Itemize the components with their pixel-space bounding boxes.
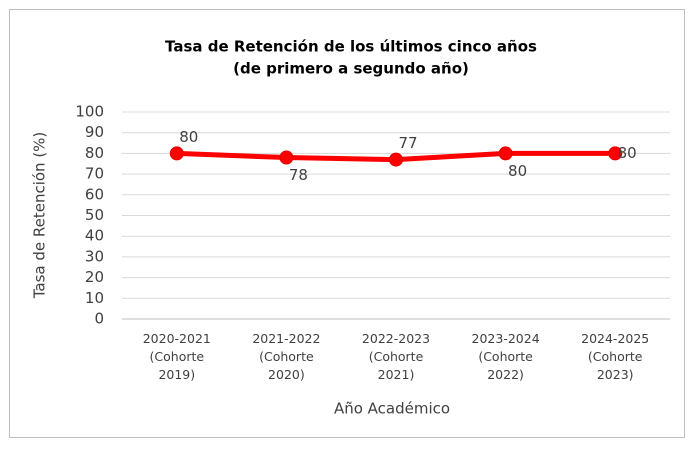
marker	[279, 150, 294, 165]
x-tick-label-line: (Cohorte	[478, 349, 533, 364]
chart-title: Tasa de Retención de los últimos cinco a…	[165, 38, 537, 56]
x-tick-label: 2021-2022 (Cohorte 2020)	[252, 331, 320, 382]
y-tick-label: 50	[85, 206, 104, 224]
y-tick-label: 20	[85, 268, 104, 286]
x-tick-label-line: 2019)	[158, 367, 195, 382]
chart-subtitle: (de primero a segundo año)	[233, 60, 469, 78]
x-tick-label-line: (Cohorte	[259, 349, 314, 364]
data-label: 80	[618, 144, 637, 162]
marker	[169, 146, 184, 161]
data-label: 80	[508, 162, 527, 180]
y-tick-label: 100	[75, 103, 104, 121]
x-tick-label-line: 2024-2025	[581, 331, 649, 346]
x-tick-label: 2023-2024 (Cohorte 2022)	[472, 331, 540, 382]
x-tick-label-line: 2023-2024	[472, 331, 540, 346]
x-tick-label: 2020-2021 (Cohorte 2019)	[143, 331, 211, 382]
x-tick-label-line: (Cohorte	[150, 349, 205, 364]
x-tick-label-line: 2021-2022	[252, 331, 320, 346]
marker	[608, 146, 623, 161]
x-tick-label-line: 2021)	[378, 367, 415, 382]
y-tick-label: 0	[94, 310, 104, 328]
y-tick-label: 90	[85, 123, 104, 141]
y-axis-label: Tasa de Retención (%)	[31, 132, 49, 300]
data-label: 80	[179, 128, 198, 146]
marker	[389, 152, 403, 167]
y-tick-label: 60	[85, 185, 104, 203]
y-tick-label: 70	[85, 165, 104, 183]
x-tick-label: 2024-2025 (Cohorte 2023)	[581, 331, 649, 382]
chart-border	[9, 9, 685, 438]
data-label: 78	[289, 166, 308, 184]
x-tick-label-line: 2020-2021	[143, 331, 211, 346]
y-tick-label: 80	[85, 144, 104, 162]
x-tick-label: 2022-2023 (Cohorte 2021)	[362, 331, 430, 382]
marker	[498, 146, 513, 161]
x-tick-label-line: 2020)	[268, 367, 305, 382]
x-tick-label-line: 2022)	[487, 367, 524, 382]
y-tick-label: 30	[85, 247, 104, 265]
x-tick-label-line: (Cohorte	[369, 349, 424, 364]
data-label: 77	[398, 134, 417, 152]
x-tick-label-line: 2022-2023	[362, 331, 430, 346]
x-tick-label-line: (Cohorte	[588, 349, 643, 364]
x-tick-label-line: 2023)	[597, 367, 634, 382]
x-axis-label: Año Académico	[334, 400, 450, 418]
y-tick-label: 10	[85, 289, 104, 307]
y-tick-label: 40	[85, 227, 104, 245]
